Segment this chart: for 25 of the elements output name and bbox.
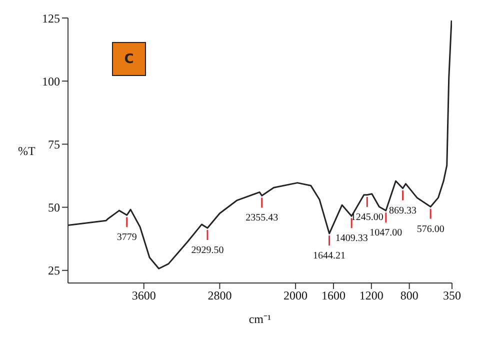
y-tick-label: 125	[42, 11, 60, 26]
y-tick-label: 25	[48, 264, 60, 278]
annotation: 2355.43	[246, 212, 278, 224]
y-axis-title: %T	[18, 144, 36, 158]
annotation: 576.00	[416, 224, 444, 235]
x-tick-label: 3600	[132, 288, 156, 303]
y-tick-label: 75	[48, 137, 60, 152]
x-tick-label: 1200	[359, 288, 384, 303]
x-tick-label: 1600	[321, 288, 346, 303]
x-axis-title: cm⁻¹	[248, 312, 272, 326]
annotation: 3779	[116, 232, 137, 244]
x-tick-label: 2000	[284, 288, 308, 303]
annotation: 1245.00	[350, 212, 384, 223]
y-tick-label: 50	[48, 200, 60, 215]
annotation: 1047.00	[370, 228, 402, 239]
x-tick-label: 350	[443, 288, 461, 303]
annotation: 1644.21	[313, 250, 346, 262]
annotation: 869.33	[389, 205, 417, 216]
line-series	[68, 20, 452, 270]
panel-label-box: C	[112, 42, 146, 76]
x-tick-label: 800	[400, 288, 418, 303]
annotation: 1409.33	[335, 233, 368, 244]
x-tick-label: 2800	[208, 288, 232, 303]
annotation: 2929.50	[191, 244, 224, 256]
y-tick-label: 100	[42, 74, 60, 88]
